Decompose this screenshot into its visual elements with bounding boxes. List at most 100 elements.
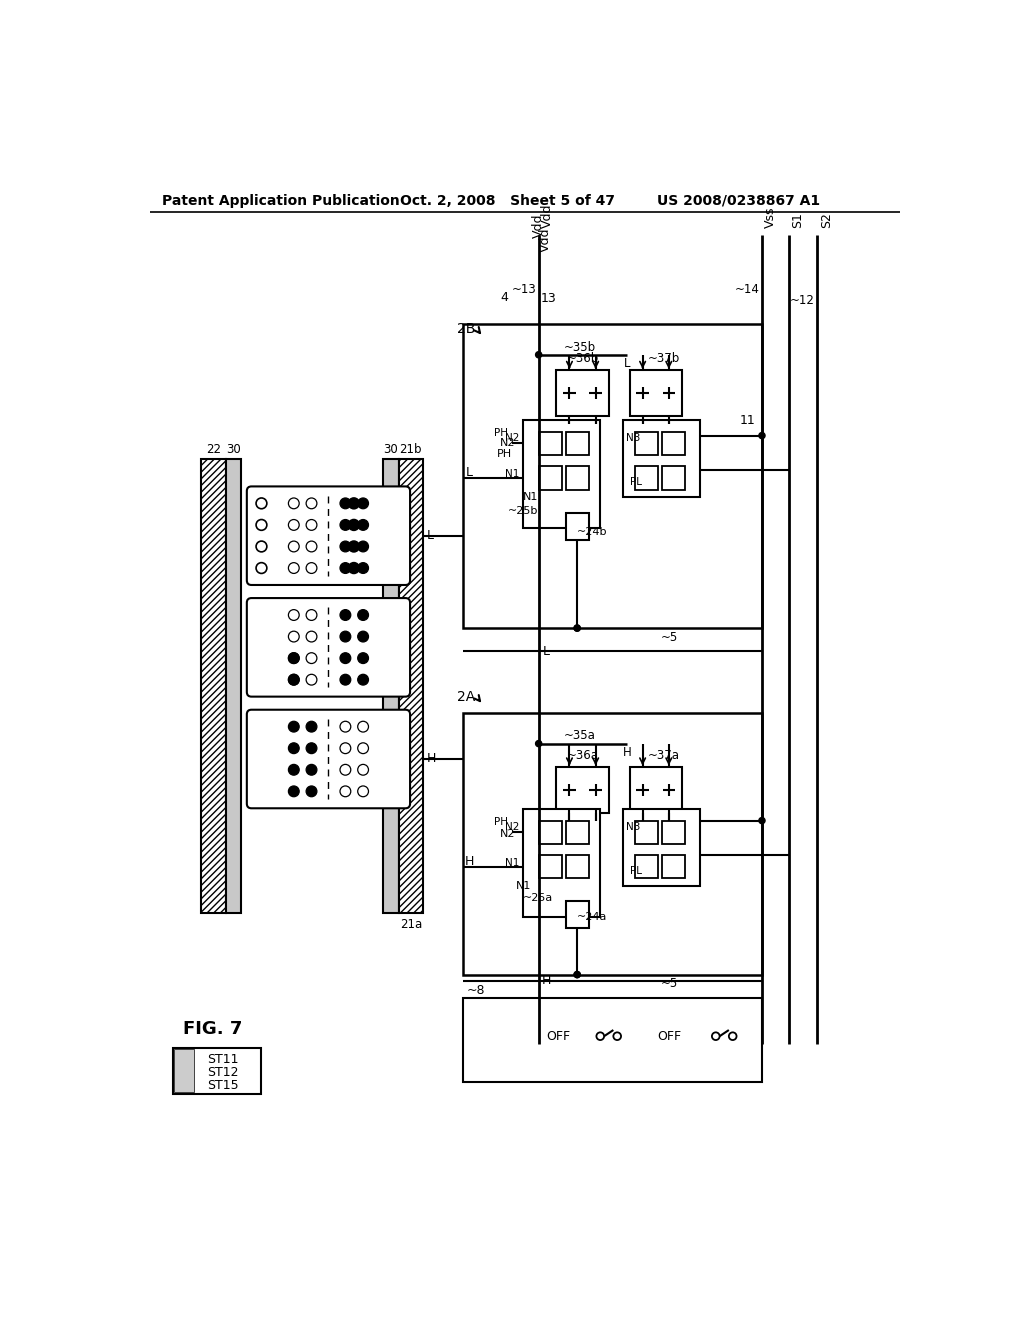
Text: 30: 30 <box>226 444 241 455</box>
Circle shape <box>306 675 316 685</box>
Circle shape <box>357 541 369 552</box>
Text: 21a: 21a <box>399 917 422 931</box>
Circle shape <box>256 541 267 552</box>
Bar <box>565 466 589 490</box>
Bar <box>539 855 562 878</box>
Text: ST11: ST11 <box>208 1053 239 1065</box>
Text: Vdd: Vdd <box>532 214 545 239</box>
Circle shape <box>340 743 351 754</box>
Bar <box>539 821 562 843</box>
Circle shape <box>357 520 369 531</box>
Text: 22: 22 <box>206 444 221 455</box>
Text: Vdd: Vdd <box>539 227 552 252</box>
Bar <box>202 459 226 913</box>
Bar <box>565 821 589 843</box>
Bar <box>556 370 608 416</box>
Text: US 2008/0238867 A1: US 2008/0238867 A1 <box>657 194 820 207</box>
Text: ~25a: ~25a <box>523 892 554 903</box>
Bar <box>630 370 682 416</box>
Circle shape <box>536 741 542 747</box>
Bar <box>398 459 423 913</box>
Circle shape <box>306 541 316 552</box>
Bar <box>463 323 762 628</box>
Circle shape <box>289 631 299 642</box>
Text: N3: N3 <box>626 433 640 444</box>
Text: ST15: ST15 <box>208 1078 240 1092</box>
Bar <box>635 855 658 878</box>
Circle shape <box>256 520 267 531</box>
Text: ~13: ~13 <box>512 282 537 296</box>
Text: H: H <box>427 752 436 766</box>
Circle shape <box>306 785 316 797</box>
Circle shape <box>306 721 316 733</box>
Text: ~24a: ~24a <box>578 912 607 921</box>
Circle shape <box>289 520 299 531</box>
Text: PH: PH <box>494 428 508 438</box>
Text: 2B: 2B <box>457 322 475 337</box>
Text: L: L <box>427 529 434 543</box>
Circle shape <box>536 351 542 358</box>
Circle shape <box>574 972 581 978</box>
Circle shape <box>289 562 299 573</box>
Text: S2: S2 <box>819 211 833 227</box>
Bar <box>635 432 658 455</box>
Bar <box>565 902 589 928</box>
Circle shape <box>759 433 765 438</box>
Text: Vdd: Vdd <box>541 203 554 227</box>
Text: ~12: ~12 <box>791 294 815 308</box>
Circle shape <box>306 610 316 620</box>
Bar <box>662 466 685 490</box>
Circle shape <box>306 764 316 775</box>
Circle shape <box>357 785 369 797</box>
Circle shape <box>340 721 351 733</box>
Bar <box>635 466 658 490</box>
Bar <box>565 512 589 540</box>
Circle shape <box>340 675 351 685</box>
Text: ~5: ~5 <box>660 977 678 990</box>
Circle shape <box>289 541 299 552</box>
Circle shape <box>256 562 267 573</box>
Circle shape <box>340 631 351 642</box>
Bar <box>624 420 700 498</box>
Circle shape <box>306 562 316 573</box>
Circle shape <box>306 498 316 508</box>
Text: PH: PH <box>498 449 512 459</box>
Bar <box>174 1049 195 1093</box>
Circle shape <box>340 653 351 664</box>
Circle shape <box>357 610 369 620</box>
Circle shape <box>357 721 369 733</box>
Circle shape <box>357 675 369 685</box>
FancyBboxPatch shape <box>247 598 410 697</box>
Circle shape <box>357 743 369 754</box>
Text: L: L <box>624 358 631 371</box>
Text: PL: PL <box>630 477 641 487</box>
Text: ~14: ~14 <box>735 282 760 296</box>
Text: FIG. 7: FIG. 7 <box>183 1019 243 1038</box>
Text: N2: N2 <box>505 822 519 832</box>
Text: ~37a: ~37a <box>648 748 680 762</box>
Bar <box>383 459 398 913</box>
Circle shape <box>574 972 581 978</box>
Bar <box>463 713 762 974</box>
Text: H: H <box>465 855 474 869</box>
Text: Patent Application Publication: Patent Application Publication <box>162 194 399 207</box>
Text: 11: 11 <box>740 413 756 426</box>
Circle shape <box>348 520 359 531</box>
Text: S1: S1 <box>792 211 804 227</box>
Text: N1: N1 <box>505 469 519 479</box>
Bar <box>662 432 685 455</box>
Circle shape <box>729 1032 736 1040</box>
Circle shape <box>289 785 299 797</box>
Circle shape <box>289 721 299 733</box>
Text: H: H <box>542 974 551 987</box>
Text: N1: N1 <box>523 492 539 502</box>
Bar <box>635 821 658 843</box>
Circle shape <box>613 1032 621 1040</box>
Circle shape <box>357 562 369 573</box>
Bar <box>624 809 700 886</box>
Bar <box>565 855 589 878</box>
Text: PL: PL <box>630 866 641 875</box>
Text: ~35a: ~35a <box>563 730 595 742</box>
Text: ST12: ST12 <box>208 1065 239 1078</box>
Text: ~24b: ~24b <box>578 527 607 537</box>
